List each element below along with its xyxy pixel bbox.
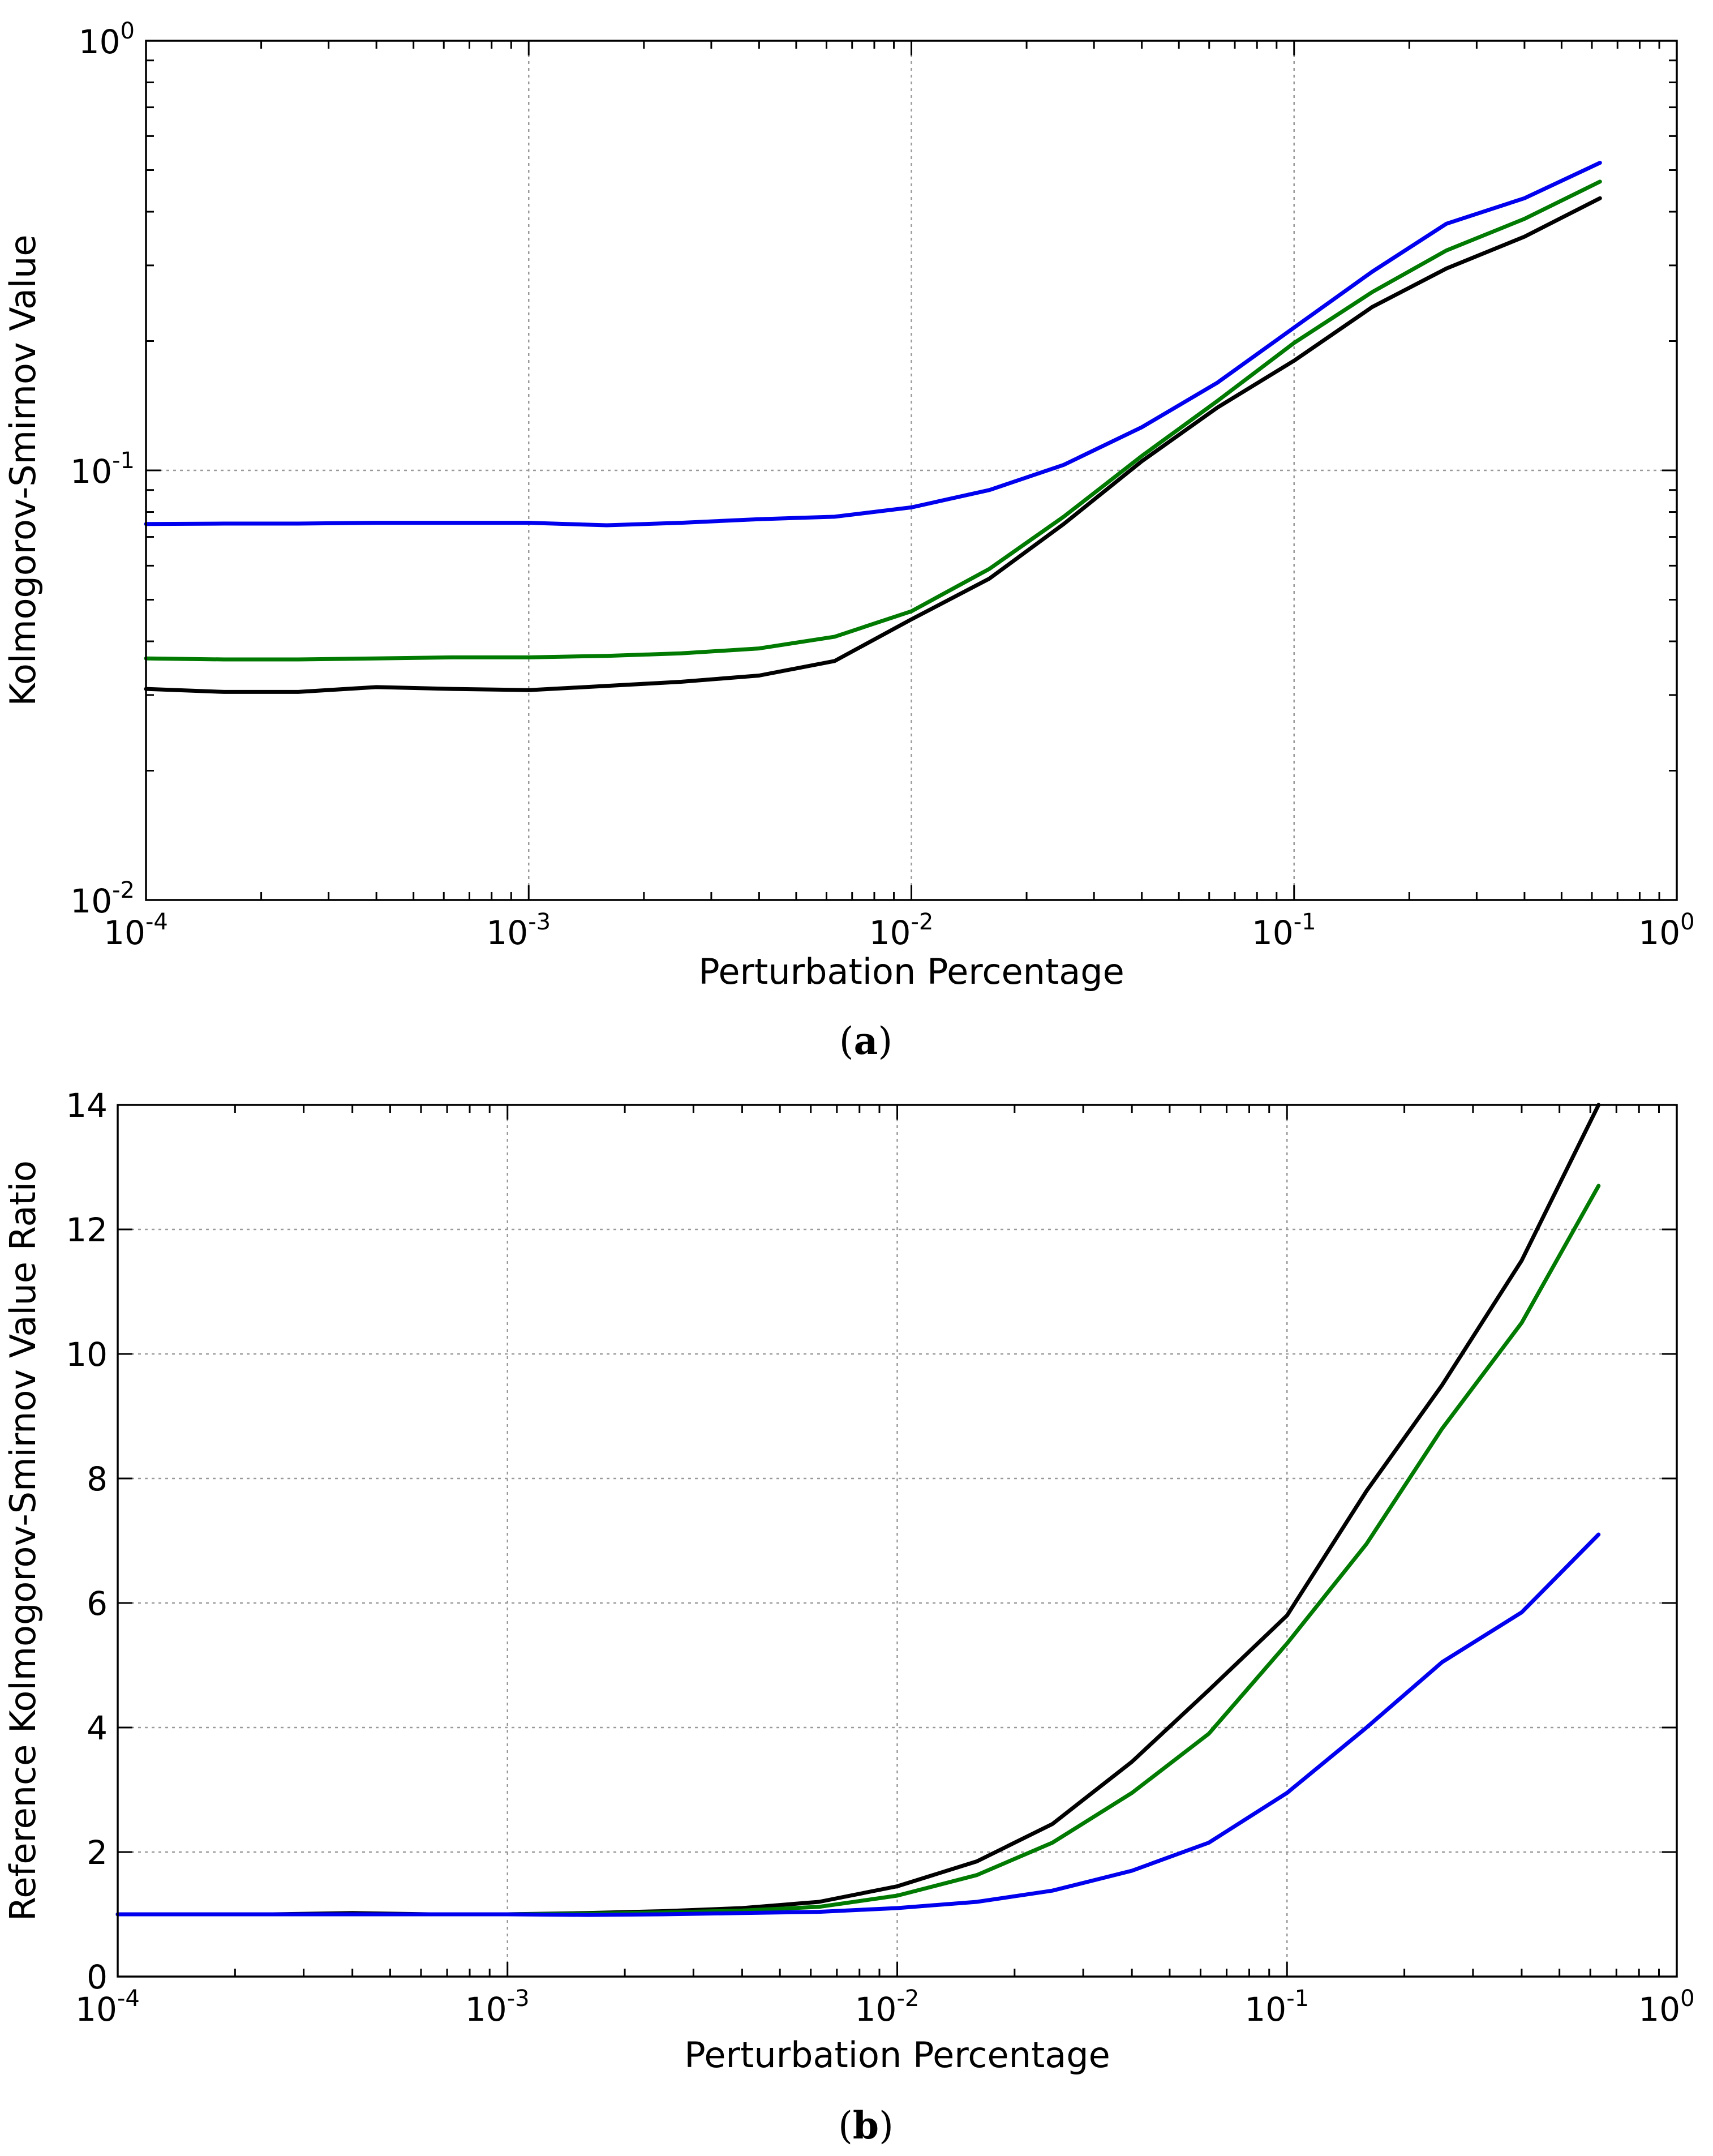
y-tick-label: 10-2 [70,877,135,920]
x-axis-label: Perturbation Percentage [684,2034,1110,2076]
y-tick-label: 12 [66,1211,108,1249]
caption-close-paren: ) [878,1019,892,1063]
series-line-black [115,1103,1601,1917]
x-tick-base: 10 [75,1990,117,2029]
caption-letter: b [853,2103,879,2148]
y-tick-base: 10 [70,452,112,491]
y-tick-label: 2 [87,1833,108,1872]
y-tick-label: 10 [66,1335,108,1374]
series-line-blue [144,161,1602,528]
x-tick-exponent: 0 [1680,909,1694,935]
x-tick-base: 10 [855,1990,897,2029]
y-tick-label: 14 [66,1086,108,1125]
x-tick-base: 10 [1244,1990,1286,2029]
caption-open-paren: ( [838,2104,853,2148]
caption-open-paren: ( [839,1019,854,1063]
x-tick-label: 10-3 [486,909,551,952]
x-tick-base: 10 [465,1990,507,2029]
y-axis-label: Reference Kolmogorov-Smirnov Value Ratio [2,1160,44,1921]
x-tick-exponent: -1 [1286,1986,1309,2012]
y-tick-label: 6 [87,1584,108,1623]
x-tick-base: 10 [1252,914,1294,952]
x-tick-exponent: -2 [896,1986,919,2012]
x-tick-exponent: -3 [528,909,551,935]
plot-frame [145,40,1678,901]
y-tick-base: 10 [79,23,121,61]
x-tick-base: 10 [486,914,528,952]
x-tick-exponent: -4 [117,1986,140,2012]
x-tick-exponent: -2 [911,909,933,935]
x-tick-base: 10 [104,914,145,952]
x-tick-base: 10 [1638,1990,1680,2029]
x-tick-label: 10-4 [104,909,168,952]
x-tick-exponent: -4 [145,909,168,935]
y-tick-label: 8 [87,1460,108,1498]
x-tick-exponent: 0 [1680,1986,1694,2012]
x-tick-label: 100 [1638,1986,1694,2029]
series-line-green [115,1184,1601,1917]
chart-a: 10-4 10-3 10-2 10-1 10010-210-1100Perturbati… [2,18,1695,1063]
x-tick-label: 100 [1638,909,1694,952]
panel-caption: (b) [838,2103,894,2148]
y-tick-label: 4 [87,1709,108,1747]
plot-frame [117,1104,1678,1978]
series-line-black [144,196,1602,694]
y-tick-label: 100 [79,18,135,61]
caption-close-paren: ) [879,2104,894,2148]
y-tick-base: 10 [70,882,112,920]
chart-b: 10-4 10-3 10-2 10-1 10002468101214Perturbati… [2,1086,1695,2148]
x-tick-label: 10-2 [855,1986,920,2029]
y-tick-exponent: -2 [112,877,135,903]
y-tick-exponent: -1 [112,448,135,474]
x-tick-exponent: -3 [507,1986,530,2012]
y-tick-label: 0 [87,1958,108,1996]
y-tick-label: 10-1 [70,448,135,491]
x-tick-base: 10 [869,914,911,952]
x-tick-exponent: -1 [1294,909,1316,935]
series-line-blue [115,1532,1601,1917]
y-axis-label: Kolmogorov-Smirnov Value [2,234,44,706]
y-tick-exponent: 0 [121,18,135,44]
x-tick-label: 10-1 [1252,909,1316,952]
x-tick-label: 10-4 [75,1986,140,2029]
x-tick-base: 10 [1638,914,1680,952]
x-tick-label: 10-1 [1244,1986,1309,2029]
x-tick-label: 10-2 [869,909,934,952]
x-tick-label: 10-3 [465,1986,530,2029]
panel-caption: (a) [839,1019,892,1063]
x-axis-label: Perturbation Percentage [698,951,1124,992]
caption-letter: a [854,1019,878,1063]
series-line-green [144,179,1602,662]
